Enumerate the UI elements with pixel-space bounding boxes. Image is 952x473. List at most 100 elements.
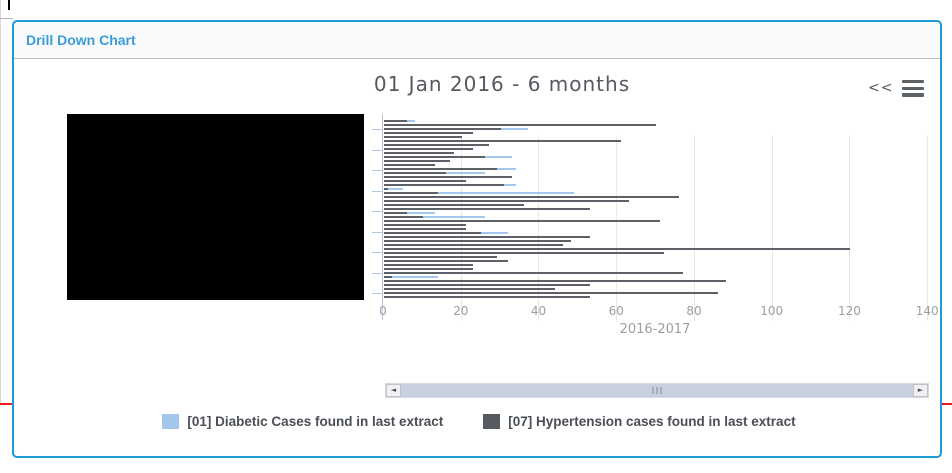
x-tick-label: 140 (915, 304, 939, 318)
bar-hypertension[interactable] (384, 256, 497, 258)
y-axis-tick (372, 190, 383, 192)
legend-label: [01] Diabetic Cases found in last extrac… (187, 414, 444, 429)
bar-hypertension[interactable] (384, 276, 392, 278)
x-tick-label: 20 (453, 304, 469, 318)
scrollbar-thumb-grip[interactable] (652, 387, 662, 394)
gridline (616, 135, 618, 321)
gridline (771, 135, 773, 321)
bar-hypertension[interactable] (384, 192, 439, 194)
stray-gray-line (0, 18, 13, 19)
y-axis-tick (372, 293, 383, 294)
bar-hypertension[interactable] (384, 264, 474, 266)
bar-hypertension[interactable] (384, 120, 408, 122)
x-tick-label: 60 (608, 304, 624, 318)
bar-hypertension[interactable] (384, 144, 489, 146)
scroll-right-button[interactable]: ► (913, 384, 928, 397)
legend-item[interactable]: [07] Hypertension cases found in last ex… (483, 414, 796, 429)
x-tick-label: 100 (760, 304, 784, 318)
hamburger-bar (902, 86, 924, 90)
legend-item[interactable]: [01] Diabetic Cases found in last extrac… (162, 414, 443, 429)
y-axis-tick (372, 272, 383, 274)
bar-hypertension[interactable] (384, 184, 505, 186)
bar-diabetic[interactable] (384, 216, 486, 218)
bar-hypertension[interactable] (384, 272, 684, 274)
bar-hypertension[interactable] (384, 208, 590, 210)
horizontal-scrollbar[interactable]: ◄ ► (385, 383, 929, 398)
hamburger-menu-icon[interactable] (902, 80, 924, 97)
legend-swatch (162, 414, 180, 429)
y-axis-tick (372, 252, 383, 253)
chart-legend: [01] Diabetic Cases found in last extrac… (14, 414, 944, 429)
bar-diabetic[interactable] (384, 188, 404, 190)
x-tick-label: 120 (837, 304, 861, 318)
bar-hypertension[interactable] (384, 156, 486, 158)
y-axis-tick (372, 170, 383, 171)
bar-hypertension[interactable] (384, 248, 851, 250)
bar-hypertension[interactable] (384, 188, 388, 190)
stray-black-mark (8, 0, 10, 10)
legend-label: [07] Hypertension cases found in last ex… (508, 414, 796, 429)
bar-diabetic[interactable] (384, 192, 575, 194)
hamburger-bar (902, 93, 924, 97)
bar-hypertension[interactable] (384, 232, 482, 234)
bar-hypertension[interactable] (384, 216, 423, 218)
bar-hypertension[interactable] (384, 132, 474, 134)
gridline (927, 135, 929, 321)
panel-title: Drill Down Chart (26, 32, 136, 48)
chart-title: 01 Jan 2016 - 6 months (373, 72, 631, 96)
y-axis-tick (372, 211, 383, 212)
bar-hypertension[interactable] (384, 240, 571, 242)
bar-hypertension[interactable] (384, 280, 727, 282)
bar-hypertension[interactable] (384, 160, 451, 162)
bar-diabetic[interactable] (384, 276, 439, 278)
gridline (538, 135, 540, 321)
bar-hypertension[interactable] (384, 296, 590, 298)
bar-hypertension[interactable] (384, 204, 524, 206)
bar-hypertension[interactable] (384, 228, 466, 230)
bar-hypertension[interactable] (384, 148, 474, 150)
x-axis-title: 2016-2017 (619, 322, 691, 337)
x-tick-label: 40 (530, 304, 547, 318)
drill-down-chart-panel: Drill Down Chart 01 Jan 2016 - 6 months … (12, 20, 942, 458)
bar-hypertension[interactable] (384, 168, 497, 170)
y-axis-tick (372, 149, 383, 151)
bar-hypertension[interactable] (384, 176, 513, 178)
bar-hypertension[interactable] (384, 140, 622, 142)
panel-header: Drill Down Chart (14, 22, 940, 59)
bar-hypertension[interactable] (384, 244, 563, 246)
bar-hypertension[interactable] (384, 152, 454, 154)
bar-hypertension[interactable] (384, 172, 447, 174)
y-axis-tick (372, 231, 383, 233)
redacted-category-labels (67, 114, 364, 300)
bar-hypertension[interactable] (384, 196, 680, 198)
bar-hypertension[interactable] (384, 212, 408, 214)
bar-hypertension[interactable] (384, 124, 657, 126)
gridline (849, 135, 851, 321)
gridline (693, 135, 695, 321)
x-tick-label: 80 (686, 304, 702, 318)
bar-hypertension[interactable] (384, 136, 462, 138)
legend-swatch (483, 414, 501, 429)
hamburger-bar (902, 80, 924, 84)
bar-diabetic[interactable] (384, 212, 435, 214)
bar-hypertension[interactable] (384, 292, 719, 294)
scroll-left-button[interactable]: ◄ (386, 384, 401, 397)
bar-hypertension[interactable] (384, 252, 664, 254)
bar-hypertension[interactable] (384, 220, 660, 222)
y-axis-line (382, 114, 383, 320)
bar-hypertension[interactable] (384, 236, 590, 238)
bar-hypertension[interactable] (384, 128, 501, 130)
bar-hypertension[interactable] (384, 200, 629, 202)
bar-hypertension[interactable] (384, 164, 435, 166)
x-tick-label: 0 (379, 304, 387, 318)
bar-hypertension[interactable] (384, 284, 590, 286)
bar-hypertension[interactable] (384, 260, 509, 262)
drill-up-button[interactable]: << (868, 80, 894, 96)
y-axis-tick (372, 129, 383, 130)
page-edge-line (0, 0, 1, 404)
bar-hypertension[interactable] (384, 224, 466, 226)
bar-hypertension[interactable] (384, 180, 466, 182)
bar-hypertension[interactable] (384, 288, 556, 290)
bar-hypertension[interactable] (384, 268, 474, 270)
